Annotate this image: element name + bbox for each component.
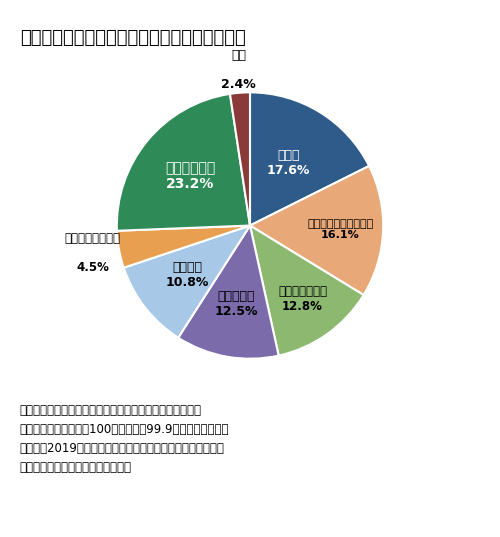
Text: 高齢による衰弱
12.8%: 高齢による衰弱 12.8% (278, 285, 327, 313)
Text: 図８　介護が必要になった主な原因の構成割合: 図８ 介護が必要になった主な原因の構成割合 (20, 28, 246, 47)
Text: 不詳: 不詳 (231, 49, 246, 62)
Text: 注：パーセント（％）は小数点第二位以下を四捨五入して
　　いるため、合計が100％ではなく99.9％となっている。
出所：「2019年国民生活基礎調査」（厚生労: 注：パーセント（％）は小数点第二位以下を四捨五入して いるため、合計が100％で… (20, 404, 229, 474)
Wedge shape (250, 226, 364, 355)
Text: 骨折・転倒
12.5%: 骨折・転倒 12.5% (214, 290, 258, 318)
Text: 関節疾患
10.8%: 関節疾患 10.8% (166, 260, 208, 289)
Wedge shape (250, 92, 369, 226)
Wedge shape (117, 226, 250, 268)
Text: 脳血管疾患（脳卒中）
16.1%: 脳血管疾患（脳卒中） 16.1% (308, 219, 374, 240)
Wedge shape (250, 166, 383, 295)
Text: 心疾患（心臓病）: 心疾患（心臓病） (64, 232, 120, 245)
Text: 4.5%: 4.5% (76, 261, 109, 274)
Wedge shape (117, 94, 250, 231)
Wedge shape (124, 226, 250, 338)
Wedge shape (178, 226, 278, 359)
Text: 認知症
17.6%: 認知症 17.6% (267, 149, 310, 177)
Text: 2.4%: 2.4% (221, 78, 256, 91)
Wedge shape (230, 92, 250, 226)
Text: その他の原因
23.2%: その他の原因 23.2% (166, 161, 216, 192)
